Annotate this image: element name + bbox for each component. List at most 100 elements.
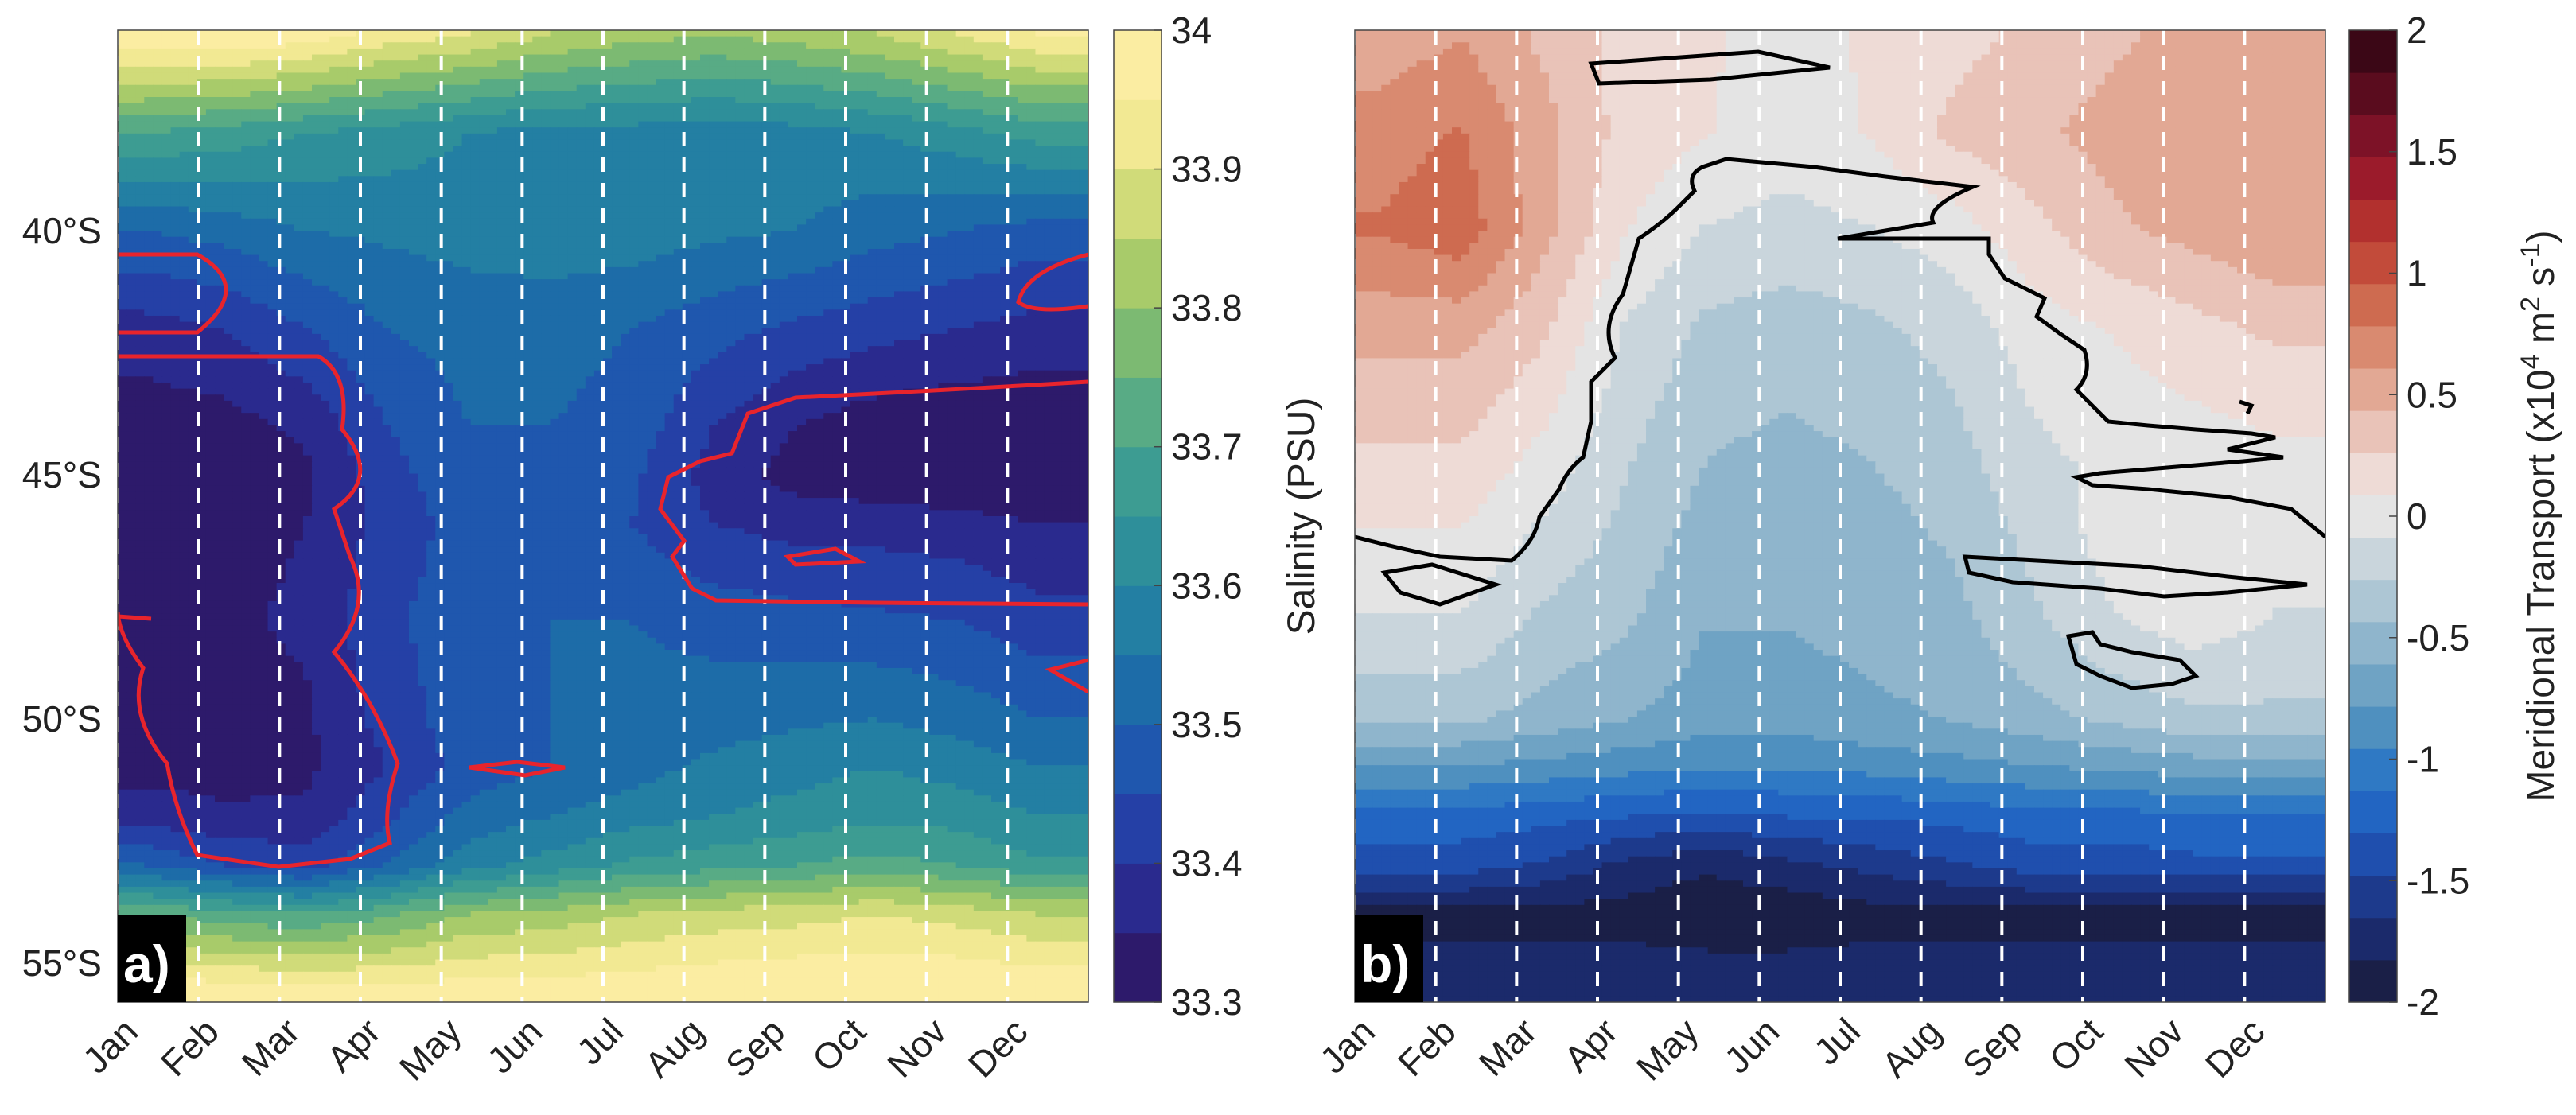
heatmap-cell — [718, 157, 727, 165]
heatmap-cell — [170, 91, 181, 98]
heatmap-cell — [700, 231, 710, 238]
heatmap-cell — [718, 30, 727, 37]
heatmap-cell — [726, 164, 736, 171]
heatmap-cell — [558, 54, 569, 61]
heatmap-cell — [903, 236, 912, 243]
heatmap-cell — [753, 54, 763, 61]
heatmap-cell — [356, 169, 366, 177]
heatmap-cell — [153, 42, 163, 49]
heatmap-cell — [444, 48, 454, 56]
heatmap-cell — [779, 66, 789, 74]
heatmap-cell — [356, 42, 366, 49]
heatmap-cell — [205, 48, 216, 56]
heatmap-cell — [250, 261, 260, 268]
heatmap-cell — [938, 169, 948, 177]
heatmap-cell — [532, 218, 542, 225]
heatmap-cell — [453, 72, 463, 80]
heatmap-cell — [806, 139, 815, 146]
heatmap-cell — [744, 285, 754, 293]
heatmap-cell — [135, 91, 145, 98]
heatmap-cell — [161, 84, 172, 91]
heatmap-cell — [700, 218, 710, 225]
heatmap-cell — [1000, 146, 1010, 153]
heatmap-cell — [435, 146, 445, 153]
heatmap-cell — [144, 164, 154, 171]
heatmap-cell — [621, 200, 630, 208]
heatmap-cell — [682, 164, 692, 171]
heatmap-cell — [488, 254, 498, 262]
heatmap-cell — [929, 103, 940, 110]
heatmap-cell — [1070, 72, 1080, 80]
heatmap-cell — [135, 127, 145, 134]
heatmap-cell — [973, 285, 983, 293]
heatmap-cell — [312, 188, 321, 195]
heatmap-cell — [603, 54, 613, 61]
heatmap-cell — [885, 218, 895, 225]
heatmap-cell — [656, 254, 666, 262]
heatmap-cell — [647, 188, 657, 195]
heatmap-cell — [770, 176, 780, 183]
heatmap-cell — [118, 79, 127, 86]
heatmap-cell — [470, 121, 481, 128]
heatmap-cell — [496, 54, 507, 61]
heatmap-cell — [382, 72, 392, 80]
heatmap-cell — [364, 273, 375, 280]
heatmap-cell — [718, 194, 727, 201]
heatmap-cell — [955, 200, 966, 208]
heatmap-cell — [1018, 60, 1027, 68]
heatmap-cell — [479, 139, 489, 146]
heatmap-cell — [232, 115, 242, 122]
heatmap-cell — [912, 188, 921, 195]
heatmap-cell — [329, 164, 339, 171]
heatmap-cell — [558, 36, 569, 43]
heatmap-cell — [593, 84, 604, 91]
heatmap-cell — [735, 176, 745, 183]
heatmap-cell — [1079, 164, 1088, 171]
heatmap-cell — [135, 164, 145, 171]
heatmap-cell — [1035, 279, 1045, 286]
heatmap-cell — [1061, 48, 1072, 56]
heatmap-cell — [744, 231, 754, 238]
heatmap-cell — [1044, 127, 1054, 134]
heatmap-cell — [364, 261, 375, 268]
heatmap-cell — [823, 231, 833, 238]
heatmap-cell — [541, 206, 551, 213]
heatmap-cell — [453, 285, 463, 293]
heatmap-cell — [267, 60, 278, 68]
heatmap-cell — [523, 218, 533, 225]
heatmap-cell — [118, 200, 127, 208]
heatmap-cell — [603, 261, 613, 268]
heatmap-cell — [629, 139, 639, 146]
heatmap-cell — [1000, 79, 1010, 86]
heatmap-cell — [1044, 224, 1054, 231]
heatmap-cell — [761, 273, 772, 280]
heatmap-cell — [929, 273, 940, 280]
heatmap-cell — [118, 194, 127, 201]
heatmap-cell — [1009, 109, 1018, 116]
heatmap-cell — [629, 66, 639, 74]
heatmap-cell — [479, 279, 489, 286]
heatmap-cell — [215, 151, 224, 158]
heatmap-cell — [823, 157, 833, 165]
heatmap-cell — [647, 164, 657, 171]
heatmap-cell — [735, 181, 745, 189]
heatmap-cell — [294, 297, 304, 305]
heatmap-cell — [867, 30, 877, 37]
heatmap-cell — [241, 254, 251, 262]
heatmap-cell — [188, 103, 198, 110]
heatmap-cell — [700, 133, 710, 141]
heatmap-cell — [285, 97, 295, 104]
heatmap-cell — [832, 254, 842, 262]
heatmap-cell — [779, 146, 789, 153]
heatmap-cell — [294, 218, 304, 225]
heatmap-cell — [753, 200, 763, 208]
heatmap-cell — [806, 236, 815, 243]
heatmap-cell — [867, 248, 877, 256]
heatmap-cell — [744, 200, 754, 208]
heatmap-cell — [770, 79, 780, 86]
heatmap-cell — [647, 127, 657, 134]
heatmap-cell — [603, 133, 613, 141]
heatmap-cell — [726, 297, 736, 305]
heatmap-cell — [964, 169, 975, 177]
heatmap-cell — [753, 261, 763, 268]
